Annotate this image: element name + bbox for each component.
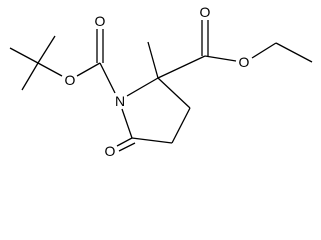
bond <box>99 62 116 94</box>
atom-label: O <box>65 72 76 88</box>
page: O O N O O O (() => { const data = JSON.p… <box>9 4 313 159</box>
bond <box>157 77 191 109</box>
bond <box>37 62 63 77</box>
bond <box>157 55 206 79</box>
atom-label: O <box>239 54 250 70</box>
atom-label: O <box>105 143 116 159</box>
atom-labels: O O N O O O <box>65 4 250 159</box>
atom-label: N <box>115 93 125 109</box>
bond <box>121 108 133 139</box>
bond <box>76 62 101 77</box>
bond <box>9 47 39 64</box>
bond <box>118 142 136 152</box>
bond <box>131 137 173 144</box>
bond <box>21 62 39 91</box>
atom-label: O <box>95 13 106 29</box>
structure: O O N O O O <box>9 4 313 159</box>
atom-label: O <box>200 4 211 20</box>
bond <box>275 42 313 63</box>
bond <box>37 35 56 64</box>
bond <box>204 55 237 62</box>
bond <box>116 137 133 147</box>
bonds <box>9 20 313 152</box>
bond <box>251 42 277 59</box>
bond <box>147 41 159 79</box>
bond <box>171 107 191 144</box>
bond <box>126 77 159 97</box>
